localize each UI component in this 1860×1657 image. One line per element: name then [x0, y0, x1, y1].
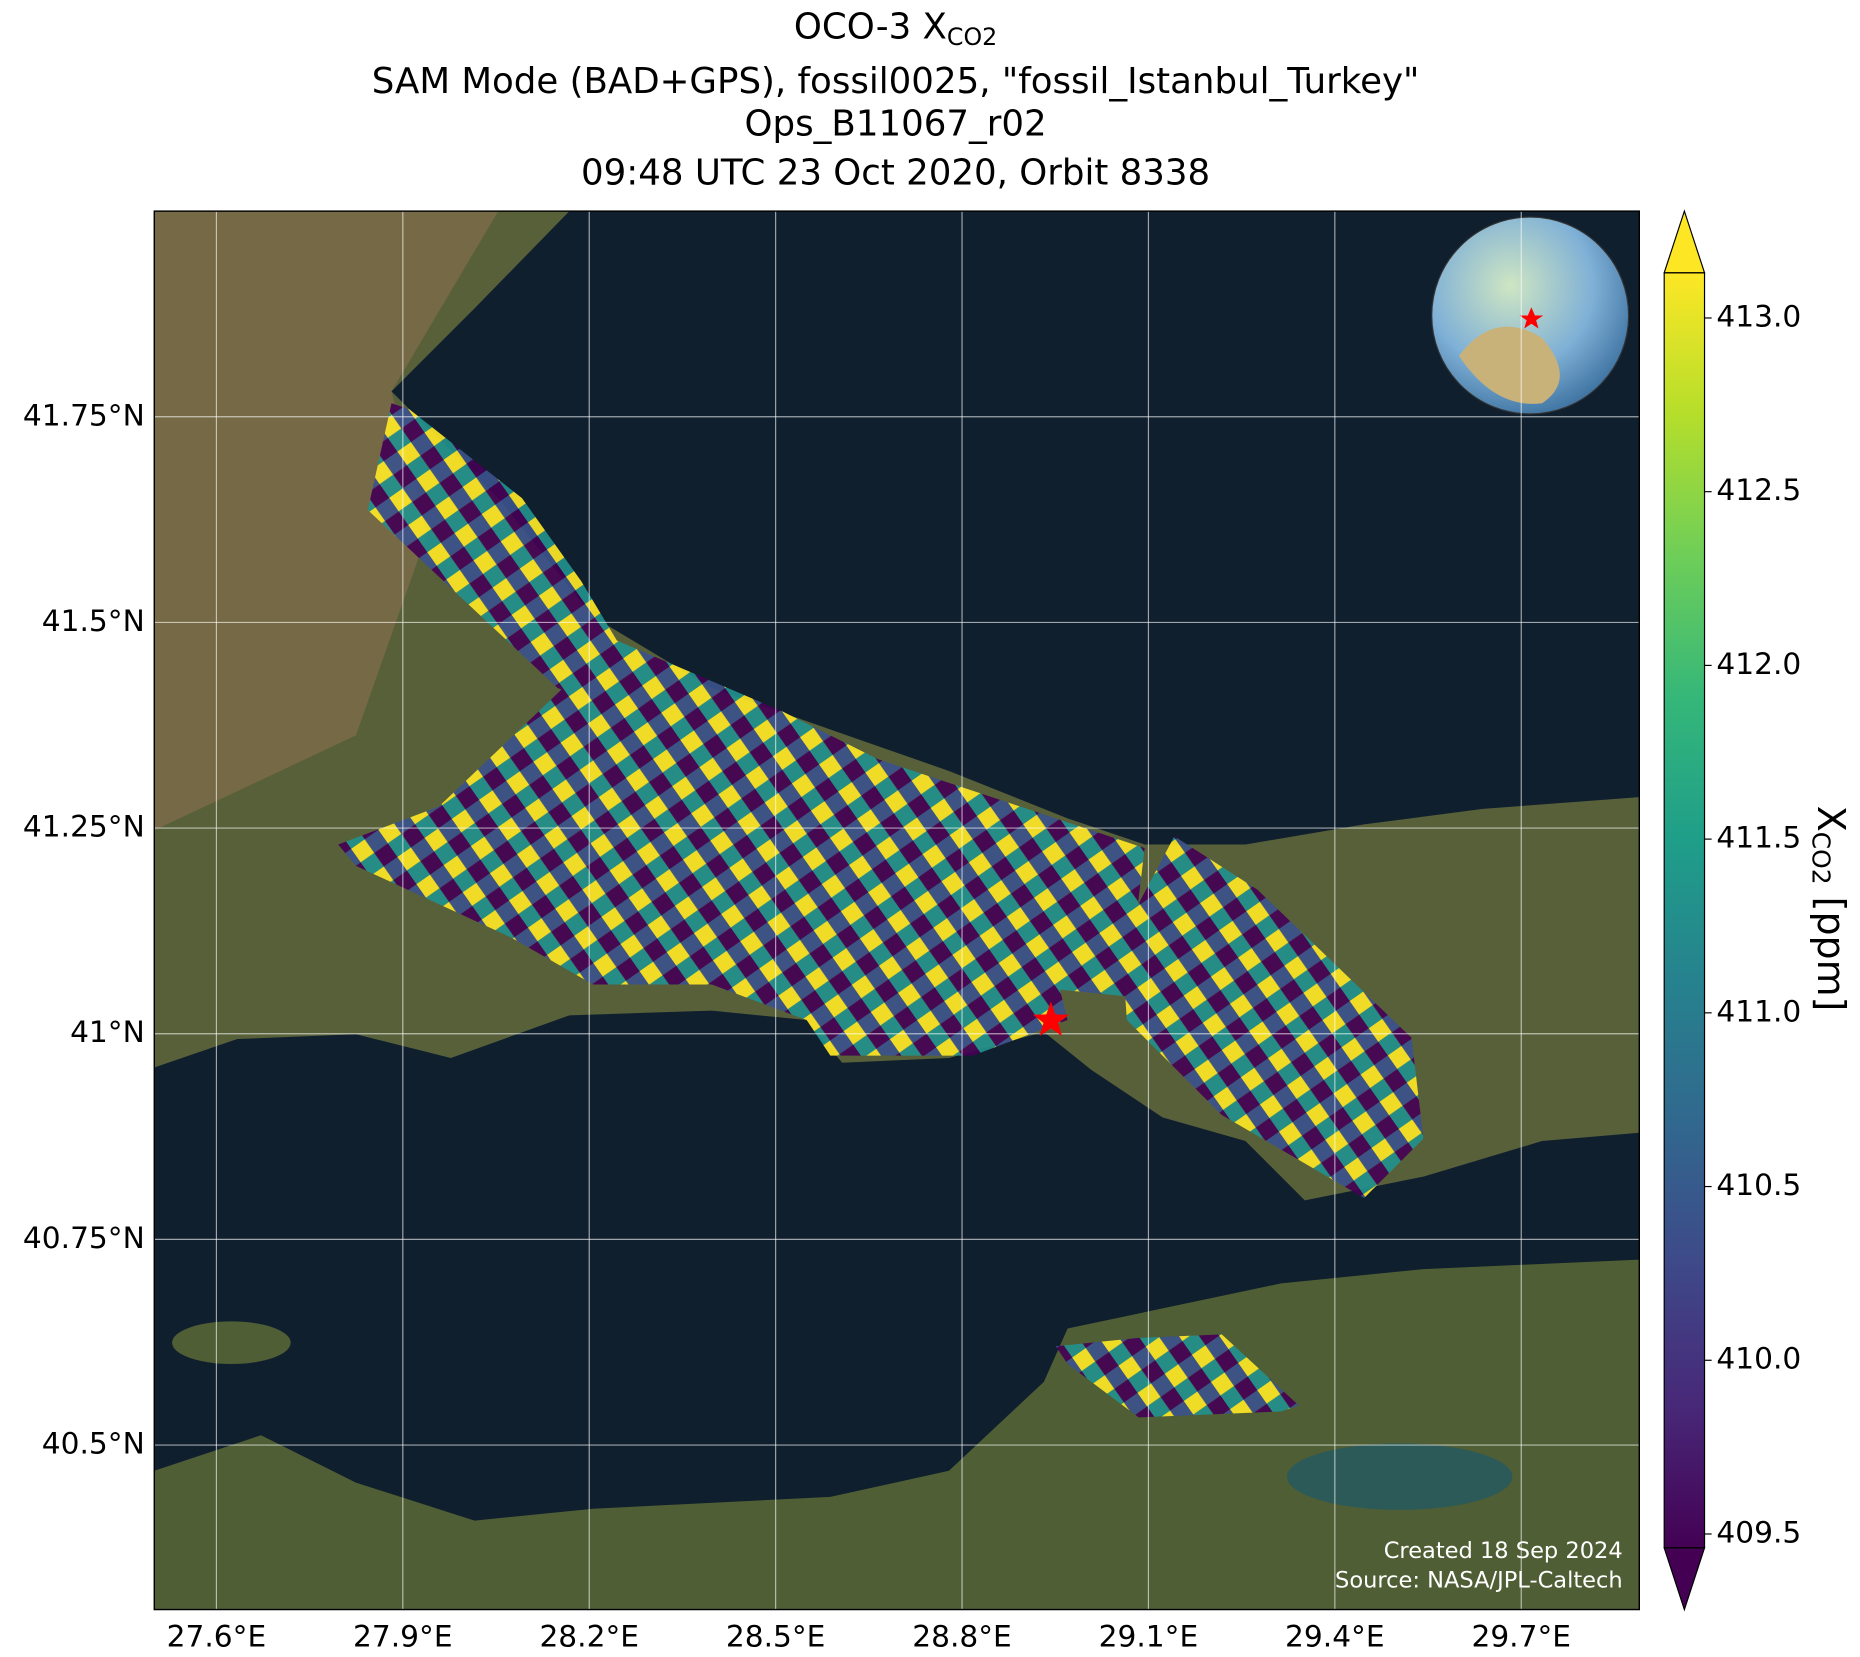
- y-tick-label: 41°N: [70, 1014, 145, 1049]
- title-text: OCO-3 X: [794, 6, 947, 47]
- title-line: Ops_B11067_r02: [745, 104, 1047, 145]
- y-tick-label: 40.5°N: [42, 1426, 145, 1461]
- x-tick-label: 29.1°E: [1099, 1619, 1199, 1654]
- y-tick-label: 41.25°N: [23, 809, 145, 844]
- credit: Created 18 Sep 2024: [1384, 1538, 1623, 1564]
- swaths: [338, 403, 1424, 1418]
- title-line: SAM Mode (BAD+GPS), fossil0025, "fossil_…: [372, 61, 1420, 102]
- colorbar-frame: [1663, 272, 1706, 1549]
- colorbar-tick-label: 410.0: [1716, 1341, 1801, 1376]
- y-tick-label: 41.5°N: [42, 603, 145, 638]
- title-line: 09:48 UTC 23 Oct 2020, Orbit 8338: [581, 152, 1210, 193]
- map: [154, 211, 1640, 1610]
- x-tick-label: 28.8°E: [912, 1619, 1012, 1654]
- swath: [338, 682, 1068, 1056]
- island: [172, 1321, 291, 1365]
- x-tick-label: 28.5°E: [726, 1619, 826, 1654]
- target-marker: [1032, 1001, 1069, 1036]
- marks: [1032, 1001, 1069, 1036]
- colorbar-tick-label: 411.0: [1716, 993, 1801, 1028]
- colorbar-extend: [1663, 209, 1706, 274]
- colorbar-label-unit: [ppm]: [1810, 885, 1854, 1012]
- colorbar: 409.5 410.0 410.5 411.0 411.5 412.0 412.5 413.0: [1663, 209, 1801, 1612]
- colorbar-label-subscript: CO2: [1807, 832, 1836, 885]
- y-tick-label: 40.75°N: [23, 1220, 145, 1255]
- x-tick-label: 27.9°E: [353, 1619, 453, 1654]
- colorbar-label-text: X: [1810, 806, 1854, 832]
- swath: [367, 403, 1145, 997]
- colorbar-tick-label: 412.0: [1716, 646, 1801, 681]
- swath: [1055, 1334, 1299, 1418]
- colorbar-body: [1664, 272, 1705, 1548]
- colorbar-tick-label: 412.5: [1716, 472, 1801, 507]
- colorbar-label: XCO2 [ppm]: [1807, 806, 1854, 1012]
- title-subscript: CO2: [947, 22, 997, 50]
- swath: [1120, 836, 1424, 1198]
- x-tick-label: 29.4°E: [1285, 1619, 1385, 1654]
- credit: Source: NASA/JPL-Caltech: [1335, 1568, 1623, 1594]
- map-frame: [153, 210, 1641, 1611]
- title-line: OCO-3 XCO2: [794, 6, 997, 50]
- y-tick-label: 41.75°N: [23, 397, 145, 432]
- colorbar-extend: [1663, 1547, 1706, 1612]
- land-south: [154, 1259, 1640, 1610]
- colorbar-tick-label: 410.5: [1716, 1167, 1801, 1202]
- colorbar-tick-label: 411.5: [1716, 820, 1801, 855]
- x-tick-label: 27.6°E: [167, 1619, 267, 1654]
- inset-marker: [1519, 307, 1544, 329]
- land-dry: [154, 211, 499, 831]
- colorbar-tick-label: 409.5: [1716, 1514, 1801, 1549]
- colorbar-tick-label: 413.0: [1716, 298, 1801, 333]
- x-tick-label: 29.7°E: [1471, 1619, 1571, 1654]
- inset-land: [1459, 326, 1560, 404]
- lake: [1287, 1443, 1513, 1510]
- grid: [154, 211, 1640, 1610]
- x-tick-label: 28.2°E: [539, 1619, 639, 1654]
